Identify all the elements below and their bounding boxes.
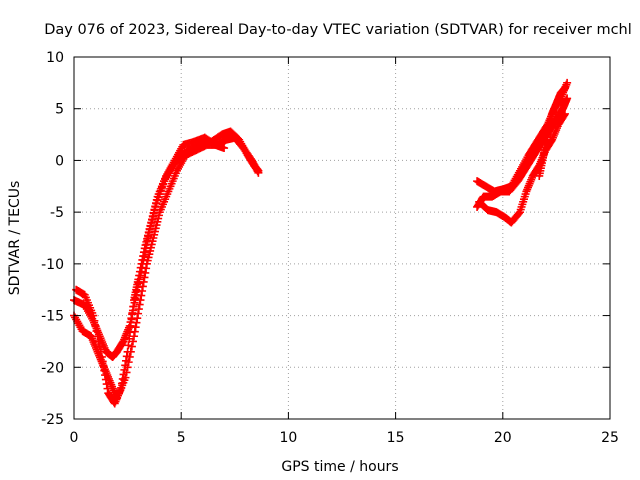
data-point [253,167,262,176]
data-point [119,370,128,379]
data-point [122,352,131,361]
x-tick-label: 15 [387,430,405,446]
y-tick-label: 5 [55,102,64,118]
y-tick-label: 0 [55,153,64,169]
data-point [121,361,130,370]
data-point [141,268,150,277]
y-tick-label: -20 [41,360,64,376]
x-tick-label: 25 [601,430,619,446]
axis-ticks: 0 5 10 15 20 25 -25 -20 -15 -10 -5 0 5 10 [41,50,619,446]
data-point [132,318,141,327]
data-point [130,332,139,341]
series-track-c [72,133,229,408]
data-point [131,323,140,332]
data-point [100,366,109,375]
x-tick-label: 0 [70,430,79,446]
data-point [91,321,100,330]
x-tick-label: 10 [279,430,297,446]
data-point [135,300,144,309]
data-point [92,327,101,336]
plot-frame [73,56,611,420]
data-point [94,337,103,346]
x-tick-label: 20 [494,430,512,446]
y-tick-label: -5 [50,205,64,221]
data-point [121,356,130,365]
data-point [117,379,126,388]
data-point [103,384,112,393]
y-tick-label: -25 [41,412,64,428]
y-tick-label: -15 [41,309,64,325]
data-point [99,361,108,370]
data-point [136,263,145,272]
x-tick-label: 5 [177,430,186,446]
data-point [134,275,143,284]
series-track-g [535,84,569,180]
data-point [129,302,138,311]
chart-title: Day 076 of 2023, Sidereal Day-to-day VTE… [44,22,632,38]
data-point [101,375,110,384]
data-point [124,341,133,350]
data-point [137,259,146,268]
data-point [254,168,263,177]
data-point [560,111,569,120]
y-axis-label: SDTVAR / TECUs [7,181,23,296]
data-point [117,383,126,392]
data-point [123,347,132,356]
data-point [95,342,104,351]
data-point [89,311,98,320]
data-point [220,144,229,153]
y-tick-label: -10 [41,257,64,273]
data-point [127,315,136,324]
data-point [135,271,144,280]
data-point [139,252,148,261]
data-point [135,267,144,276]
data-point [126,328,135,337]
data-point [90,316,99,325]
y-tick-label: 10 [46,50,64,66]
data-point [563,94,572,103]
data-point [126,321,135,330]
data-point [138,287,147,296]
data-point [560,84,569,93]
data-point [118,374,127,383]
data-point [560,109,569,118]
data-point [138,255,147,264]
data-point [93,332,102,341]
x-axis-label: GPS time / hours [281,459,398,475]
data-point [127,342,136,351]
data-point [128,308,137,317]
data-point [96,347,105,356]
data-points [70,78,572,408]
data-point [97,352,106,361]
grid-lines [74,57,610,419]
data-point [140,273,149,282]
data-point [101,371,110,380]
data-point [139,248,148,257]
data-point [102,380,111,389]
data-point [125,334,134,343]
data-point [120,365,129,374]
data-point [133,314,142,323]
data-point [98,357,107,366]
data-point [134,305,143,314]
data-point [563,78,572,87]
